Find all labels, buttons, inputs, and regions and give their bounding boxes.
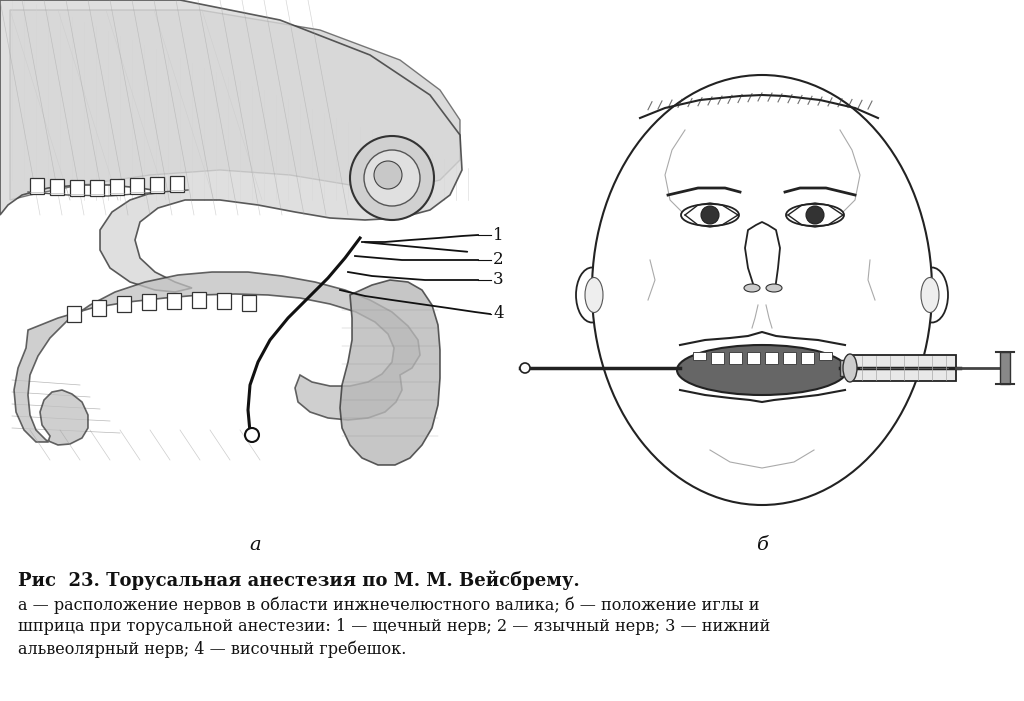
Bar (30, 178, 44, 194)
Text: альвеолярный нерв; 4 — височный гребешок.: альвеолярный нерв; 4 — височный гребешок… (18, 640, 407, 658)
Bar (217, 293, 231, 309)
Bar (70, 180, 84, 196)
Bar (150, 177, 164, 193)
Bar (801, 352, 814, 364)
Bar (783, 352, 796, 364)
Circle shape (245, 428, 259, 442)
Ellipse shape (681, 204, 739, 226)
Ellipse shape (677, 345, 847, 395)
Ellipse shape (921, 278, 939, 313)
Text: а: а (249, 536, 261, 554)
Bar (193, 292, 206, 308)
Ellipse shape (592, 75, 932, 505)
Text: шприца при торусальной анестезии: 1 — щечный нерв; 2 — язычный нерв; 3 — нижний: шприца при торусальной анестезии: 1 — ще… (18, 618, 770, 635)
Ellipse shape (766, 284, 782, 292)
Circle shape (701, 206, 719, 224)
Text: б: б (756, 536, 768, 554)
Circle shape (364, 150, 420, 206)
Ellipse shape (916, 268, 948, 322)
Bar (92, 300, 106, 316)
Circle shape (806, 206, 824, 224)
Bar (729, 352, 742, 364)
Text: 4: 4 (493, 306, 504, 322)
Bar (90, 180, 104, 196)
Polygon shape (340, 280, 440, 465)
Text: 1: 1 (493, 226, 504, 243)
Bar (50, 179, 63, 195)
Ellipse shape (575, 268, 608, 322)
Bar (693, 352, 706, 360)
Circle shape (350, 136, 434, 220)
Ellipse shape (585, 278, 603, 313)
Bar (840, 360, 852, 376)
Polygon shape (10, 10, 460, 200)
Bar (848, 355, 956, 381)
Bar (130, 178, 144, 194)
Text: 2: 2 (493, 252, 504, 268)
Bar (167, 293, 181, 309)
Bar (142, 294, 156, 310)
Bar (746, 352, 760, 364)
Circle shape (520, 363, 530, 373)
Bar (67, 306, 81, 322)
Ellipse shape (744, 284, 760, 292)
Ellipse shape (786, 204, 844, 226)
Polygon shape (0, 0, 462, 292)
Bar (242, 295, 256, 311)
Text: 3: 3 (493, 271, 504, 289)
Bar (117, 296, 131, 312)
Bar (1000, 352, 1010, 384)
Ellipse shape (843, 354, 857, 382)
Bar (170, 176, 184, 192)
Circle shape (374, 161, 402, 189)
Text: Рис  23. Торусальная анестезия по М. М. Вейсбрему.: Рис 23. Торусальная анестезия по М. М. В… (18, 570, 580, 590)
Text: а — расположение нервов в области инжнечелюстного валика; б — положение иглы и: а — расположение нервов в области инжнеч… (18, 596, 760, 613)
Bar (110, 179, 124, 195)
Bar (711, 352, 724, 364)
Polygon shape (14, 272, 420, 445)
Bar (819, 352, 831, 360)
Bar (765, 352, 778, 364)
